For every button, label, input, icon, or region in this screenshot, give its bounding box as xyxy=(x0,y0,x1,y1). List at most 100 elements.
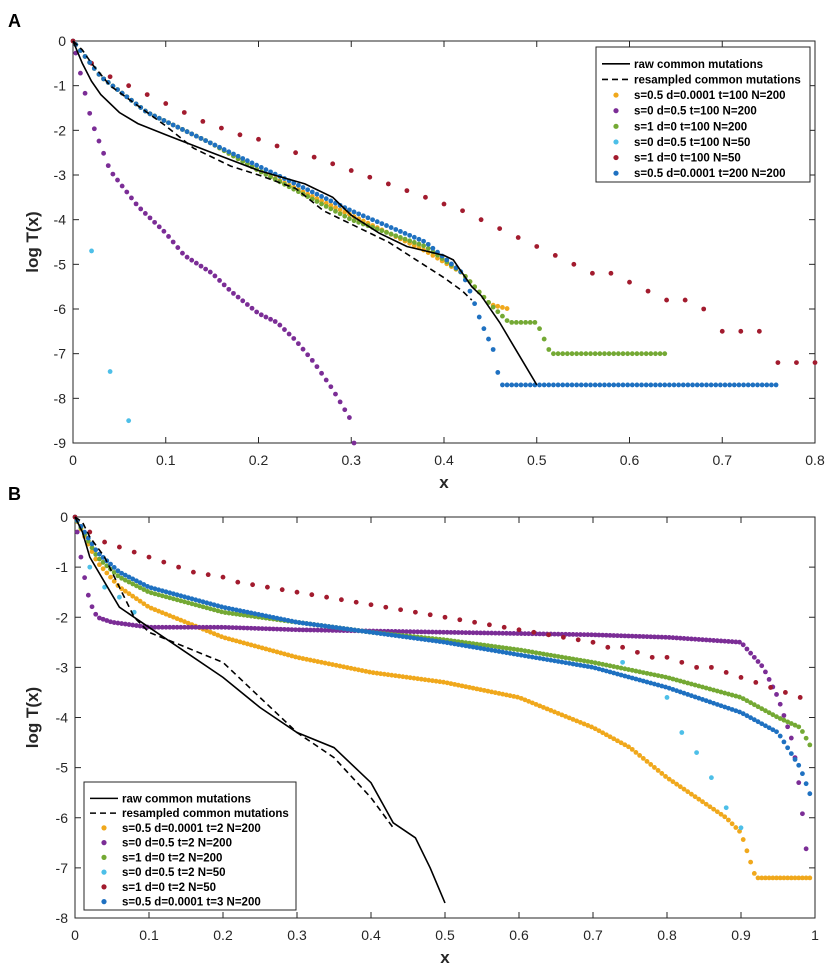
legend-label: raw common mutations xyxy=(122,793,251,805)
legend-marker xyxy=(101,899,107,905)
data-point xyxy=(671,382,677,388)
data-point xyxy=(219,634,224,640)
data-point xyxy=(537,655,543,661)
data-point xyxy=(785,719,791,725)
data-point xyxy=(677,678,683,684)
legend-item: resampled common mutations xyxy=(602,74,801,86)
data-point xyxy=(104,563,110,569)
data-point xyxy=(249,305,255,311)
data-point xyxy=(559,654,565,660)
data-point xyxy=(359,628,365,634)
data-point xyxy=(193,133,199,139)
data-point xyxy=(385,632,391,637)
data-point xyxy=(515,694,520,700)
data-point xyxy=(430,253,436,258)
legend-marker xyxy=(101,840,107,846)
series-5 xyxy=(70,38,818,365)
data-point xyxy=(97,556,102,562)
data-point xyxy=(219,624,224,630)
series-2 xyxy=(73,50,357,446)
data-point xyxy=(500,313,505,319)
y-tick-label: -8 xyxy=(54,390,67,406)
legend-label: s=0.5 d=0.0001 t=200 N=200 xyxy=(634,168,786,180)
data-point xyxy=(495,309,501,315)
data-point xyxy=(215,608,221,614)
data-point xyxy=(578,632,583,637)
data-point xyxy=(637,677,643,683)
data-point xyxy=(314,364,320,370)
legend-marker xyxy=(101,825,107,831)
data-point xyxy=(360,213,366,219)
data-point xyxy=(740,642,746,648)
data-point xyxy=(87,564,93,570)
y-tick-label: -2 xyxy=(54,122,67,138)
data-point xyxy=(481,642,487,648)
data-point xyxy=(300,656,306,661)
data-point xyxy=(605,644,611,650)
panel-a-legend: raw common mutations resampled common mut… xyxy=(595,46,811,183)
data-point xyxy=(674,677,680,683)
data-point xyxy=(500,305,505,310)
data-point xyxy=(89,545,95,551)
data-point xyxy=(794,360,799,365)
data-point xyxy=(170,239,176,245)
legend-item: s=0.5 d=0.0001 t=2 N=200 xyxy=(101,823,261,835)
data-point xyxy=(588,382,593,388)
data-point xyxy=(400,674,406,680)
data-point xyxy=(607,669,613,675)
data-point xyxy=(574,382,580,388)
data-point xyxy=(783,690,788,695)
data-point xyxy=(481,687,487,693)
data-point xyxy=(570,661,576,667)
data-point xyxy=(226,149,232,155)
data-point xyxy=(800,811,805,817)
data-point xyxy=(751,870,757,876)
data-point xyxy=(203,138,209,144)
data-point xyxy=(346,207,352,213)
data-point xyxy=(93,611,99,617)
data-point xyxy=(189,596,195,602)
data-point xyxy=(130,593,136,599)
data-point xyxy=(226,606,232,611)
data-point xyxy=(718,689,724,695)
data-point xyxy=(467,288,473,294)
data-point xyxy=(415,629,421,635)
data-point xyxy=(393,233,399,239)
data-point xyxy=(93,547,99,553)
data-point xyxy=(509,382,515,388)
data-point xyxy=(713,382,719,388)
data-point xyxy=(581,658,587,664)
data-point xyxy=(700,697,705,702)
panel-b-label: B xyxy=(8,484,21,504)
data-point xyxy=(265,584,270,590)
data-point xyxy=(618,665,624,671)
data-point xyxy=(370,670,376,676)
data-point xyxy=(622,673,628,679)
data-point xyxy=(600,730,606,736)
data-point xyxy=(583,382,589,388)
legend-marker xyxy=(613,154,619,161)
data-point xyxy=(653,382,658,388)
data-point xyxy=(657,351,663,357)
data-point xyxy=(563,655,569,661)
series-5 xyxy=(72,514,803,700)
data-point xyxy=(348,665,354,671)
data-point xyxy=(759,706,765,712)
data-point xyxy=(221,282,227,288)
data-point xyxy=(796,724,802,730)
data-point xyxy=(339,597,344,603)
data-point xyxy=(552,658,557,664)
data-point xyxy=(615,351,621,357)
data-point xyxy=(240,156,246,161)
data-point xyxy=(589,659,594,665)
data-point xyxy=(323,377,329,383)
data-point xyxy=(222,635,228,641)
data-point xyxy=(141,601,147,607)
data-point xyxy=(489,647,495,653)
data-point xyxy=(205,572,211,578)
data-point xyxy=(670,687,676,692)
data-point xyxy=(738,825,744,831)
data-point xyxy=(496,630,502,636)
legend-label: s=0.5 d=0.0001 t=3 N=200 xyxy=(122,897,261,909)
data-point xyxy=(611,351,617,357)
